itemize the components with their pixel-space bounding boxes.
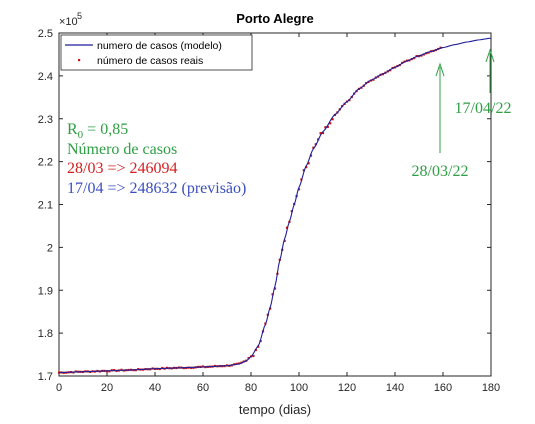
y-tick-label: 2: [47, 242, 53, 254]
y-axis-ticks: 1.7 1.8 1.9 2 2.1 2.2 2.3 2.4 2.5: [38, 28, 491, 383]
annotation-1704: 17/04 => 248632 (previsão): [67, 180, 246, 197]
svg-text:5: 5: [77, 11, 82, 21]
arrow-1704: 17/04/22: [455, 48, 512, 117]
real-cases-point: [331, 118, 334, 121]
real-cases-point: [312, 146, 315, 149]
x-tick-label: 140: [386, 382, 404, 394]
real-cases-point: [285, 226, 289, 229]
arrow-2803-head: [435, 62, 445, 77]
x-tick-label: 180: [482, 382, 500, 394]
arrow-1704-head: [485, 48, 495, 63]
x-axis-title: tempo (dias): [239, 402, 311, 417]
annotation-block: R0 = 0,85 Número de casos 28/03 => 24609…: [67, 121, 246, 197]
annotation-r0: R0 = 0,85: [67, 121, 128, 141]
legend: numero de casos (modelo) número de casos…: [60, 34, 253, 71]
chart-title: Porto Alegre: [236, 11, 314, 26]
annotation-r0-subscript: 0: [78, 129, 84, 141]
x-tick-label: 20: [101, 382, 113, 394]
real-cases-point: [329, 122, 332, 125]
x-axis-ticks: 0 20 40 60 80 100 120 140 160 180: [56, 33, 500, 394]
annotation-r0-value: = 0,85: [83, 121, 128, 138]
legend-box: [60, 34, 253, 71]
x-tick-label: 0: [56, 382, 62, 394]
y-tick-label: 2.2: [38, 157, 53, 169]
model-series-line: [58, 37, 492, 374]
annotation-casos-label: Número de casos: [67, 141, 177, 158]
real-cases-point: [252, 354, 255, 358]
plot-area: [58, 32, 492, 377]
real-cases-point: [283, 239, 286, 243]
y-exponent-label: ×10 5: [59, 11, 82, 28]
x-tick-label: 40: [149, 382, 161, 394]
y-tick-label: 2.4: [38, 71, 53, 83]
y-tick-label: 1.7: [38, 371, 53, 383]
arrow-2803-label: 28/03/22: [412, 163, 469, 180]
annotation-2803: 28/03 => 246094: [67, 160, 178, 177]
real-cases-point: [309, 154, 313, 157]
x-tick-label: 100: [290, 382, 308, 394]
x-tick-label: 160: [434, 382, 452, 394]
y-tick-label: 2.5: [38, 28, 53, 40]
real-cases-point: [319, 132, 322, 135]
legend-model-label: numero de casos (modelo): [97, 40, 222, 52]
x-tick-label: 120: [338, 382, 356, 394]
y-tick-label: 1.8: [38, 328, 53, 340]
legend-real-swatch: [78, 59, 81, 62]
real-cases-point: [273, 287, 277, 290]
real-cases-point: [326, 125, 329, 128]
arrow-1704-label: 17/04/22: [455, 100, 512, 117]
real-cases-point: [324, 126, 327, 129]
x-tick-label: 80: [245, 382, 257, 394]
real-cases-point: [57, 371, 61, 374]
svg-text:×10: ×10: [59, 16, 78, 28]
real-cases-point: [321, 131, 325, 135]
y-tick-label: 1.9: [38, 285, 53, 297]
y-tick-label: 2.1: [38, 200, 53, 212]
legend-real-label: número de casos reais: [97, 55, 203, 67]
y-tick-label: 2.3: [38, 114, 53, 126]
x-tick-label: 60: [197, 382, 209, 394]
real-cases-point: [307, 162, 310, 165]
arrow-2803: 28/03/22: [412, 62, 469, 180]
real-cases-point: [302, 169, 305, 172]
real-cases-point: [297, 188, 301, 191]
annotation-r0-symbol: R: [67, 121, 78, 138]
